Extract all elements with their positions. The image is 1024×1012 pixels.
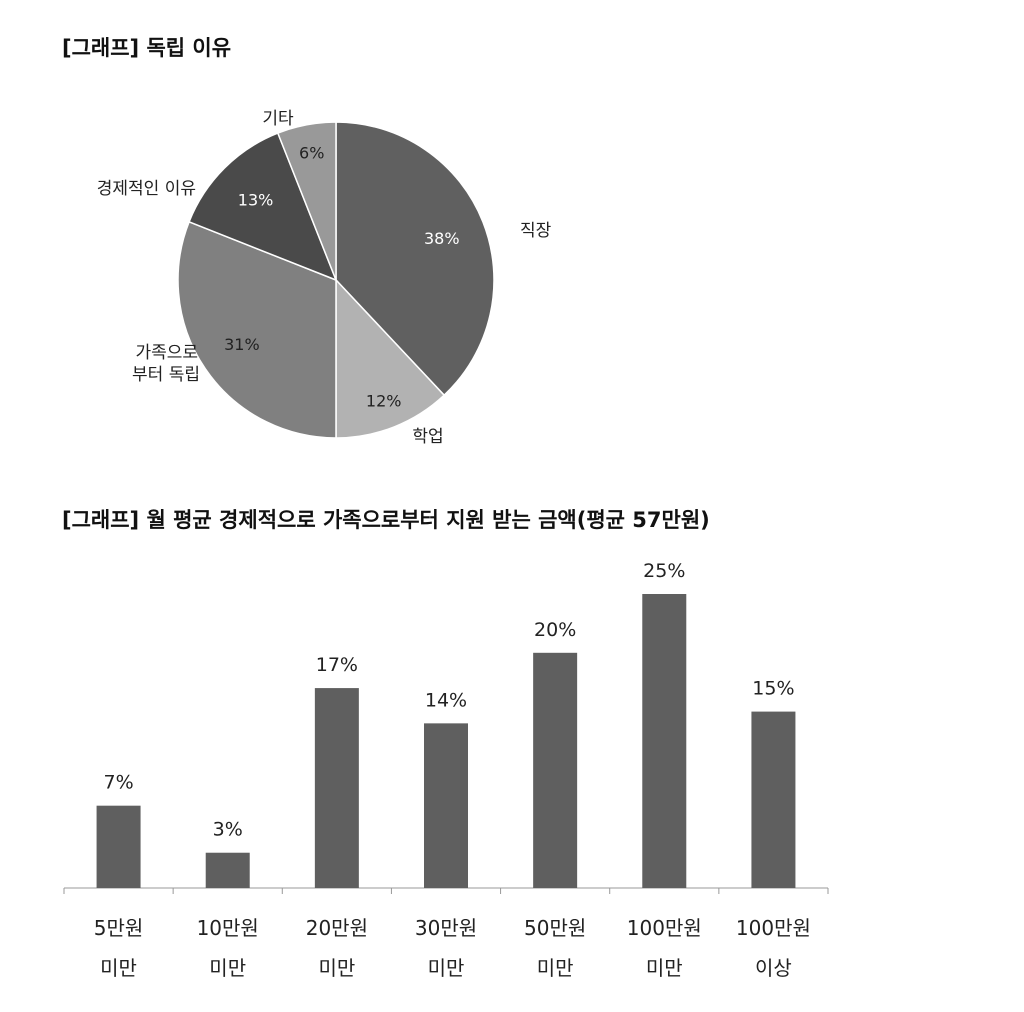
pie-value-label: 6% xyxy=(299,144,324,163)
pie-slice xyxy=(335,278,446,439)
x-tick-label: 50만원 xyxy=(524,916,586,940)
x-tick-label: 이상 xyxy=(755,956,792,980)
pie-slice xyxy=(188,132,338,282)
x-tick-label: 10만원 xyxy=(197,916,259,940)
pie-value-label: 12% xyxy=(366,391,402,410)
bar-value-label: 17% xyxy=(316,654,358,676)
bar-value-label: 7% xyxy=(103,772,133,794)
bar-value-label: 25% xyxy=(643,560,685,582)
pie-value-label: 13% xyxy=(238,191,274,210)
x-tick-label: 30만원 xyxy=(415,916,477,940)
x-tick-label: 100만원 xyxy=(736,916,811,940)
pie-category-label: 기타 xyxy=(262,109,294,129)
x-tick-label: 미만 xyxy=(100,956,137,980)
x-tick-label: 미만 xyxy=(537,956,574,980)
x-tick-label: 미만 xyxy=(428,956,465,980)
bar xyxy=(642,594,687,888)
bar-value-label: 3% xyxy=(213,819,243,841)
pie-category-label: 부터 독립 xyxy=(132,365,200,385)
x-tick-label: 미만 xyxy=(646,956,683,980)
pie-category-label: 가족으로 xyxy=(135,343,198,363)
pie-chart-title: [그래프] 독립 이유 xyxy=(62,36,232,60)
x-tick-label: 미만 xyxy=(209,956,246,980)
x-tick-label: 100만원 xyxy=(627,916,702,940)
bar-value-label: 20% xyxy=(534,619,576,641)
bar-value-label: 15% xyxy=(752,678,794,700)
x-tick-label: 미만 xyxy=(318,956,355,980)
bar xyxy=(533,652,578,888)
pie-category-label: 경제적인 이유 xyxy=(97,179,196,199)
x-tick-label: 20만원 xyxy=(306,916,368,940)
bar-chart-title: [그래프] 월 평균 경제적으로 가족으로부터 지원 받는 금액(평균 57만원… xyxy=(62,508,710,532)
pie-category-label: 학업 xyxy=(412,427,443,447)
bar xyxy=(96,805,141,888)
bar xyxy=(424,723,468,888)
bar-value-label: 14% xyxy=(425,689,467,711)
pie-slice xyxy=(335,121,495,397)
pie-category-label: 직장 xyxy=(520,221,552,241)
bar xyxy=(205,852,250,888)
bar xyxy=(751,711,796,888)
pie-slice xyxy=(177,220,337,439)
pie-value-label: 38% xyxy=(424,229,460,248)
x-tick-label: 5만원 xyxy=(94,916,144,940)
bar xyxy=(314,688,359,888)
pie-value-label: 31% xyxy=(224,335,260,354)
pie-slice xyxy=(276,121,337,281)
